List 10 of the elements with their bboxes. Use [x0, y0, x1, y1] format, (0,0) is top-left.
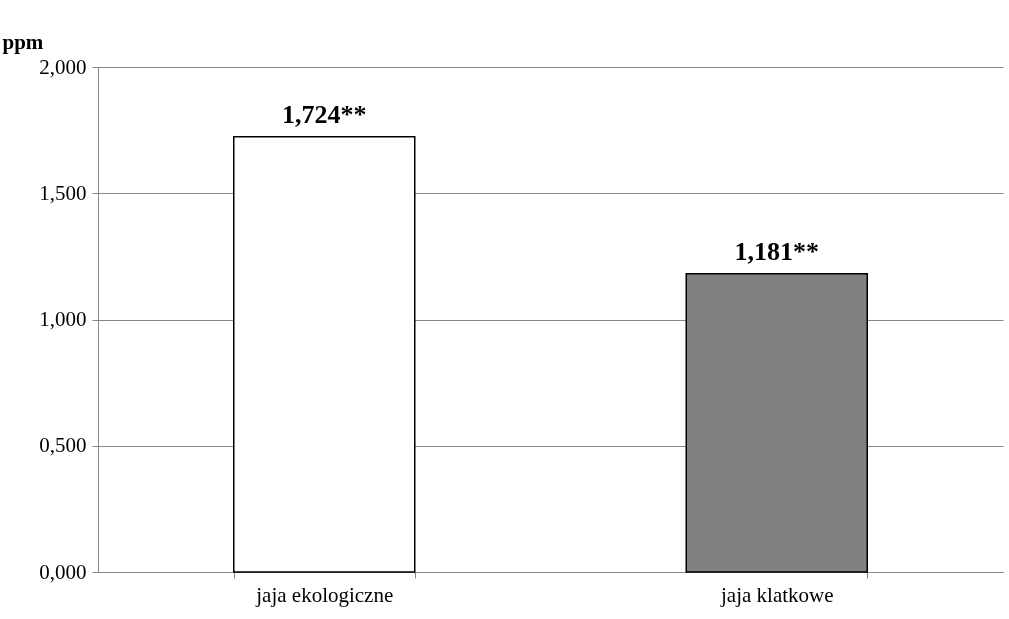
- data-label: 1,181**: [734, 236, 819, 266]
- y-tick-label: 0,000: [39, 559, 87, 584]
- x-tick-label: jaja klatkowe: [719, 582, 834, 607]
- y-tick-label: 2,000: [39, 54, 87, 79]
- y-tick-label: 1,000: [39, 307, 87, 331]
- y-tick-label: 1,500: [39, 180, 87, 205]
- data-label: 1,724**: [282, 99, 367, 129]
- y-tick-label: 0,500: [39, 433, 87, 458]
- x-tick-label: jaja ekologiczne: [255, 582, 394, 607]
- y-axis-title: ppm: [2, 29, 44, 54]
